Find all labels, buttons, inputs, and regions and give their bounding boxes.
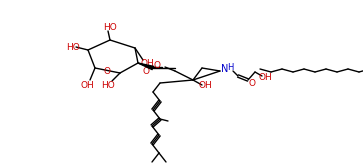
Text: O: O — [103, 67, 110, 75]
Polygon shape — [138, 63, 154, 70]
Text: OH: OH — [258, 73, 272, 81]
Text: O: O — [249, 79, 256, 89]
Text: HO: HO — [66, 44, 80, 52]
Text: N: N — [221, 64, 229, 74]
Text: OH: OH — [140, 59, 154, 69]
Text: O: O — [143, 67, 150, 75]
Text: HO: HO — [101, 80, 115, 90]
Text: HO: HO — [103, 24, 117, 32]
Text: O: O — [154, 61, 160, 71]
Text: H: H — [227, 62, 233, 72]
Text: OH: OH — [198, 81, 212, 91]
Text: OH: OH — [80, 81, 94, 91]
